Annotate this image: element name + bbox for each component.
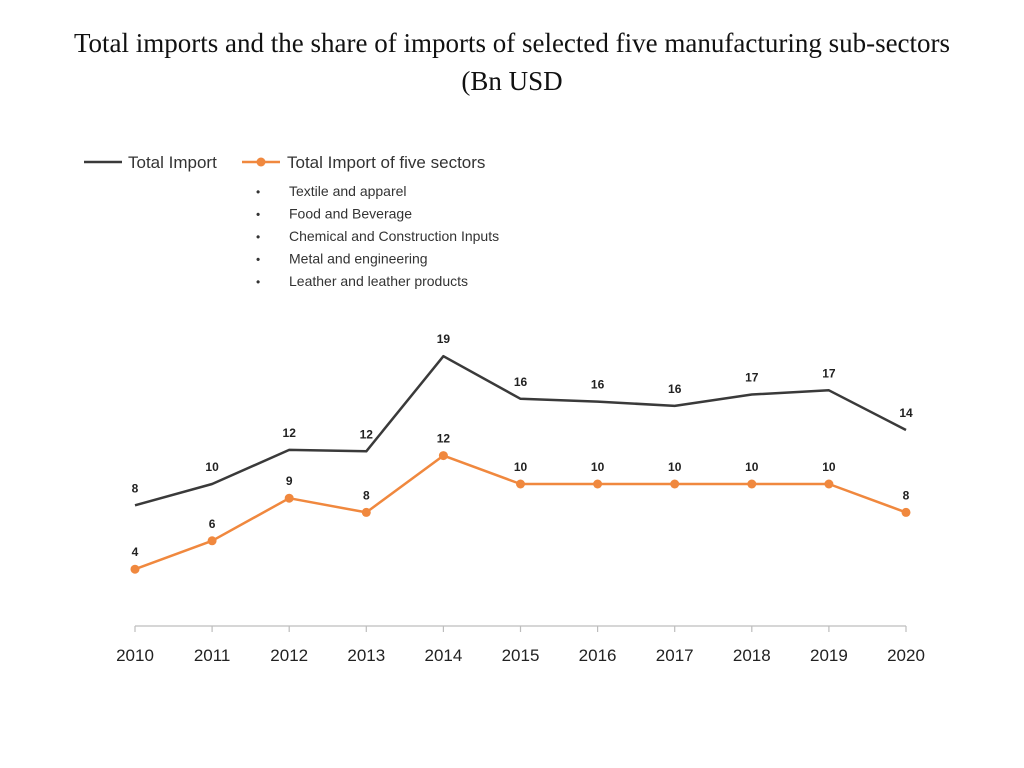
legend: Total Import Total Import of five sector…: [84, 153, 485, 172]
data-label-total-import: 19: [437, 332, 451, 346]
x-tick-label: 2020: [887, 646, 925, 665]
data-point: [207, 536, 217, 546]
data-label-five-sectors: 10: [668, 460, 682, 474]
data-point: [593, 479, 603, 489]
data-point: [824, 479, 834, 489]
sector-bullet: •: [256, 230, 260, 244]
sector-list: • Textile and apparel • Food and Beverage • C…: [256, 183, 499, 289]
x-tick-label: 2018: [733, 646, 771, 665]
data-label-total-import: 10: [205, 460, 219, 474]
data-label-five-sectors: 9: [286, 474, 293, 488]
series-marks: 8 10 12 12 19 16 16 16 17 17 14 4 6 9 8 12 10 10 10 10 10 8: [130, 332, 913, 574]
data-label-total-import: 12: [283, 426, 297, 440]
data-point: [284, 493, 294, 503]
data-label-five-sectors: 8: [363, 488, 370, 502]
page-title: Total imports and the share of imports o…: [73, 28, 951, 96]
data-label-total-import: 16: [514, 375, 528, 389]
data-label-five-sectors: 10: [745, 460, 759, 474]
sector-item: Metal and engineering: [289, 251, 428, 267]
sector-bullet: •: [256, 253, 260, 267]
data-label-total-import: 12: [360, 427, 374, 441]
data-label-total-import: 8: [132, 481, 139, 495]
data-point: [670, 479, 680, 489]
x-tick-label: 2015: [502, 646, 540, 665]
data-point: [130, 564, 140, 574]
data-point: [747, 479, 757, 489]
legend-marker-five-sectors: [256, 157, 266, 167]
data-label-total-import: 16: [668, 382, 682, 396]
x-tick-label: 2011: [194, 646, 231, 665]
sector-item: Chemical and Construction Inputs: [289, 228, 499, 244]
sector-item: Textile and apparel: [289, 183, 407, 199]
data-label-five-sectors: 6: [209, 517, 216, 531]
x-axis: 2010 2011 2012 2013 2014 2015 2016 2017 2018 2019…: [116, 625, 925, 665]
data-label-five-sectors: 8: [903, 488, 910, 502]
data-point: [901, 507, 911, 517]
data-label-total-import: 16: [591, 378, 605, 392]
sector-item: Leather and leather products: [289, 273, 468, 289]
data-point: [438, 451, 448, 461]
data-label-five-sectors: 12: [437, 432, 451, 446]
x-tick-label: 2012: [270, 646, 308, 665]
legend-label-five-sectors: Total Import of five sectors: [287, 153, 485, 172]
x-tick-label: 2016: [579, 646, 617, 665]
data-label-five-sectors: 4: [132, 545, 139, 559]
data-label-five-sectors: 10: [822, 460, 836, 474]
sector-bullet: •: [256, 208, 260, 222]
data-label-five-sectors: 10: [591, 460, 605, 474]
data-label-five-sectors: 10: [514, 460, 528, 474]
x-tick-label: 2019: [810, 646, 848, 665]
x-tick-label: 2013: [347, 646, 385, 665]
x-tick-label: 2017: [656, 646, 694, 665]
x-tick-label: 2010: [116, 646, 154, 665]
data-label-total-import: 17: [822, 366, 836, 380]
data-point: [361, 507, 371, 517]
sector-bullet: •: [256, 185, 260, 199]
data-label-total-import: 14: [899, 406, 913, 420]
sector-bullet: •: [256, 275, 260, 289]
data-label-total-import: 17: [745, 371, 759, 385]
series-line-total-import: [134, 354, 907, 507]
x-tick-label: 2014: [424, 646, 462, 665]
legend-label-total-import: Total Import: [128, 153, 217, 172]
data-point: [516, 479, 525, 489]
sector-item: Food and Beverage: [289, 206, 412, 222]
